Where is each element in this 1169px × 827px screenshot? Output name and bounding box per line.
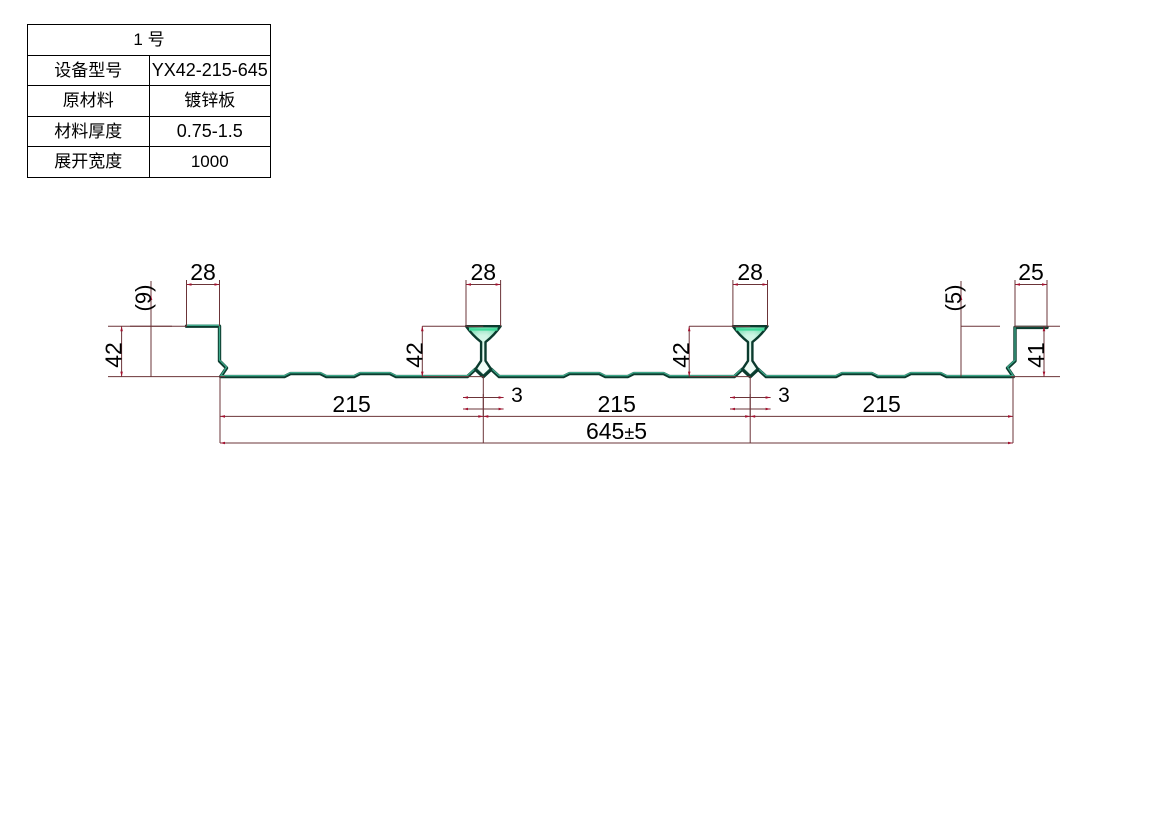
svg-text:42: 42 xyxy=(101,342,127,368)
svg-text:645±5: 645±5 xyxy=(586,418,647,444)
svg-text:(9): (9) xyxy=(131,285,156,312)
svg-text:28: 28 xyxy=(737,259,763,285)
svg-text:215: 215 xyxy=(598,391,636,417)
svg-text:3: 3 xyxy=(778,384,790,407)
svg-text:41: 41 xyxy=(1023,342,1049,368)
svg-text:25: 25 xyxy=(1018,259,1044,285)
svg-text:215: 215 xyxy=(862,391,900,417)
svg-text:(5): (5) xyxy=(941,285,966,312)
svg-text:28: 28 xyxy=(471,259,497,285)
svg-text:42: 42 xyxy=(401,342,427,368)
svg-text:42: 42 xyxy=(668,342,694,368)
svg-text:215: 215 xyxy=(332,391,370,417)
svg-text:3: 3 xyxy=(511,384,523,407)
svg-text:28: 28 xyxy=(190,259,216,285)
